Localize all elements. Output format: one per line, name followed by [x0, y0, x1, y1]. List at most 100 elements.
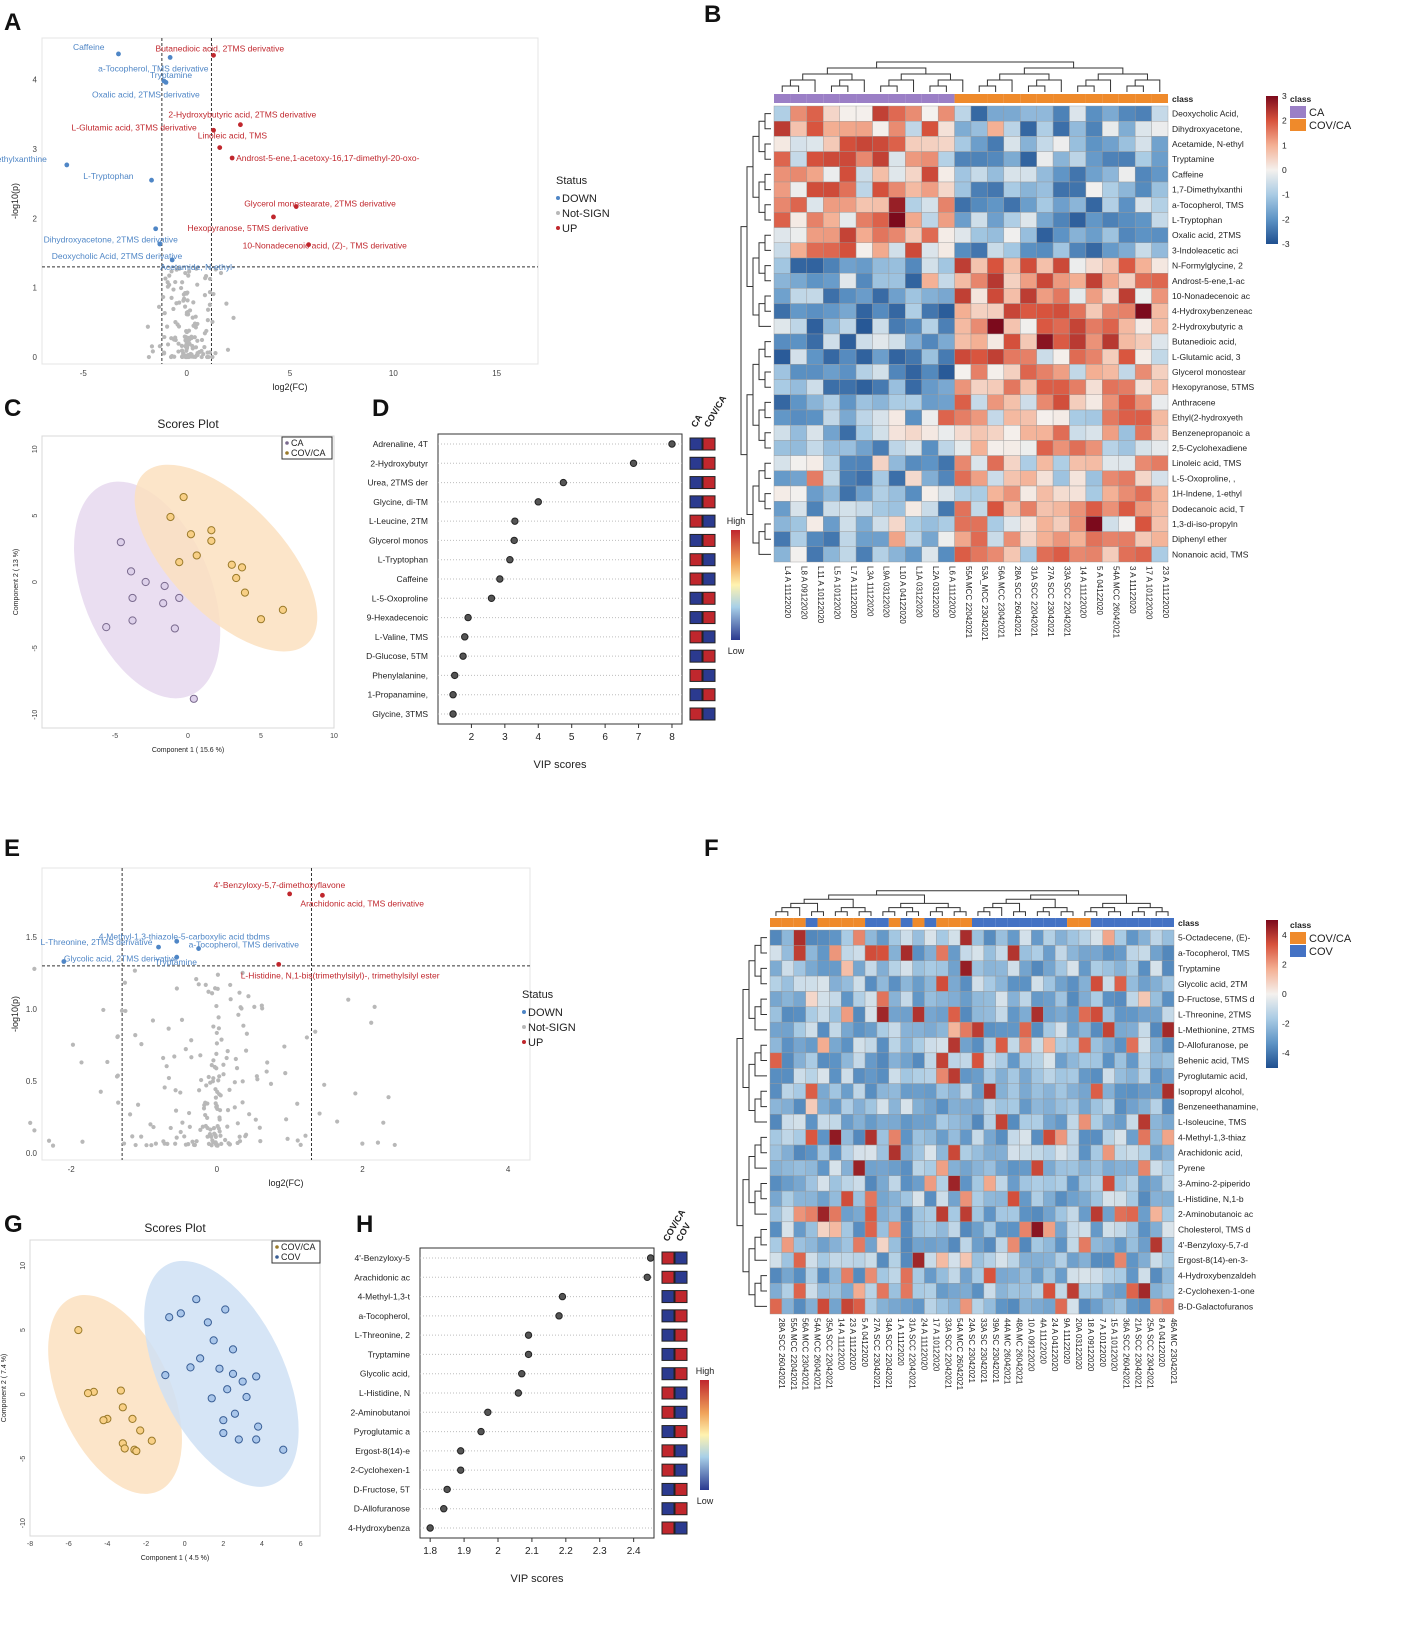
heatmap-cell [1150, 1283, 1163, 1299]
row-label: 3-Indoleacetic aci [1172, 245, 1238, 255]
heatmap-cell [841, 1098, 854, 1115]
ns-point [210, 319, 215, 325]
heatmap-cell [954, 501, 972, 517]
heatmap-cell [1007, 1006, 1020, 1023]
ns-point [194, 266, 199, 271]
heatmap-cell [1118, 440, 1136, 456]
heatmap-cell [948, 960, 961, 977]
column-label: 55A MCC 22042021 [964, 566, 973, 639]
ns-point [233, 1056, 238, 1062]
heatmap-cell [912, 991, 925, 1008]
feature-label: a-Tocopherol, [358, 1311, 410, 1321]
heatmap-cell [936, 1221, 949, 1238]
vip-cell [661, 1463, 675, 1477]
scale-tick-label: -1 [1282, 190, 1290, 200]
dendrogram-branch [1042, 907, 1068, 912]
heatmap-cell [1090, 1006, 1103, 1023]
score-point-ca [159, 599, 168, 608]
heatmap-cell [1069, 394, 1087, 411]
heatmap-cell [790, 227, 808, 244]
dendrogram-branch [876, 890, 1080, 895]
heatmap-cell [1138, 1129, 1151, 1146]
score-point-cov-ca [166, 512, 175, 522]
vip-point [426, 1524, 434, 1532]
heatmap-cell [769, 1098, 783, 1115]
vip-cell [661, 1290, 675, 1304]
heatmap-cell [921, 455, 939, 472]
score-point-cov-ca [237, 563, 247, 572]
heatmap-cell [1078, 1129, 1092, 1146]
heatmap-cell [959, 1206, 973, 1223]
heatmap-cell [948, 1190, 961, 1207]
row-label: Glycerol monostear [1172, 367, 1246, 377]
heatmap-cell [793, 1252, 806, 1269]
heatmap-cell [823, 120, 840, 137]
ns-point [213, 986, 218, 991]
heatmap-cell [864, 1236, 878, 1253]
heatmap-cell [1114, 1236, 1127, 1253]
ns-point [183, 270, 188, 276]
heatmap-cell [1102, 1175, 1115, 1192]
heatmap-cell [1161, 991, 1175, 1008]
heatmap-cell [970, 394, 988, 411]
heatmap-cell [1114, 929, 1127, 946]
dendrogram-branch [764, 371, 771, 388]
heatmap-cell [1043, 1252, 1056, 1269]
heatmap-cell [1151, 105, 1169, 122]
class-cell [1102, 918, 1115, 927]
heatmap-cell [1085, 440, 1103, 456]
column-label: 17 A 10122020 [1144, 566, 1153, 620]
heatmap-cell [1066, 1052, 1080, 1069]
heatmap-cell [959, 1175, 973, 1192]
heatmap-cell [823, 531, 840, 547]
ns-point [176, 341, 181, 346]
row-label: Anthracene [1172, 397, 1216, 407]
heatmap-cell [1036, 364, 1054, 380]
heatmap-cell [841, 1283, 854, 1299]
y-tick-label: 0.5 [26, 1077, 38, 1086]
heatmap-cell [864, 1252, 878, 1269]
scale-tick-label: 2 [1282, 959, 1287, 969]
class-cell [924, 918, 937, 927]
heatmap-cell [1150, 1252, 1163, 1269]
heatmap-cell [1085, 349, 1103, 365]
heatmap-cell [1069, 455, 1087, 472]
vip-point [518, 1370, 526, 1378]
heatmap-cell [970, 531, 988, 547]
ns-point [174, 1135, 179, 1140]
plot-frame [41, 37, 539, 365]
heatmap-cell [769, 929, 783, 946]
heatmap-cell [1118, 501, 1136, 517]
class-cell [936, 918, 949, 927]
y-tick-label: 1 [33, 284, 38, 293]
feature-label: Glycerol monos [369, 535, 428, 545]
heatmap-cell [1020, 409, 1037, 426]
heatmap-cell [805, 1206, 818, 1223]
column-label: 36A SCC 26042021 [1122, 1318, 1131, 1389]
heatmap-cell [1031, 1252, 1044, 1269]
heatmap-cell [1054, 1267, 1068, 1284]
plot-title: Scores Plot [144, 1221, 206, 1235]
ns-point [165, 1141, 170, 1146]
heatmap-cell [829, 1068, 842, 1084]
heatmap-cell [805, 1144, 818, 1161]
feature-label: Arachidonic ac [354, 1272, 411, 1282]
heatmap-cell [948, 1021, 961, 1038]
heatmap-cell [769, 1283, 783, 1299]
row-label: D-Fructose, 5TMS d [1178, 994, 1255, 1004]
heatmap-cell [921, 181, 939, 198]
heatmap-cell [839, 288, 857, 304]
heatmap-cell [1138, 1144, 1151, 1161]
vip-cell [702, 533, 716, 547]
feature-label: L-Tryptophan [378, 555, 429, 565]
row-label: L-Histidine, N,1-b [1178, 1194, 1244, 1204]
ns-point [246, 994, 251, 999]
heatmap-cell [905, 409, 922, 426]
column-label: L1A 03122020 [915, 566, 924, 618]
x-tick-label: 0 [215, 1165, 220, 1174]
heatmap-cell [971, 1144, 985, 1161]
heatmap-cell [805, 929, 818, 946]
heatmap-cell [806, 349, 824, 365]
feature-label: Caffeine [396, 574, 428, 584]
heatmap-cell [983, 1144, 996, 1161]
